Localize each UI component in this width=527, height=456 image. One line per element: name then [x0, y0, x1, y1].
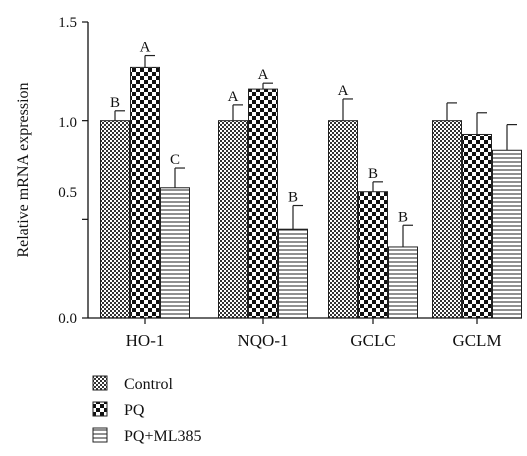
legend-label-control: Control: [124, 376, 173, 393]
bar: [328, 120, 358, 319]
legend-swatch-control: [92, 375, 108, 391]
significance-label: B: [368, 166, 378, 182]
y-axis-label: Relative mRNA expression: [15, 82, 32, 257]
significance-label: B: [398, 209, 408, 225]
y-tick-label: 0.5: [58, 185, 77, 201]
legend-label-pq-ml385: PQ+ML385: [124, 428, 201, 445]
bar: [388, 246, 418, 319]
x-category-label: GCLM: [452, 331, 501, 350]
bar: [492, 149, 522, 319]
legend-label-pq: PQ: [124, 402, 145, 419]
bar: [130, 66, 160, 319]
bar: [278, 228, 308, 319]
significance-label: A: [338, 83, 349, 99]
significance-label: B: [110, 95, 120, 111]
y-tick-label: 0.0: [58, 311, 77, 327]
bar: [248, 88, 278, 319]
x-category-label: HO-1: [126, 331, 165, 350]
bar: [160, 187, 190, 319]
significance-label: A: [140, 40, 151, 56]
legend: Control PQ PQ+ML385: [92, 375, 201, 445]
bar: [100, 120, 130, 319]
y-tick-label: 1.5: [58, 15, 77, 31]
legend-swatch-pq: [92, 401, 108, 417]
significance-label: A: [258, 67, 269, 83]
bar: [358, 191, 388, 319]
significance-label: C: [170, 152, 180, 168]
x-category-label: NQO-1: [238, 331, 289, 350]
bar: [218, 120, 248, 319]
bar: [462, 133, 492, 319]
x-category-label: GCLC: [350, 331, 395, 350]
y-tick-label: 1.0: [58, 115, 77, 131]
bar: [432, 120, 462, 319]
legend-swatch-pq-ml385: [92, 427, 108, 443]
significance-label: B: [288, 190, 298, 206]
significance-label: A: [228, 89, 239, 105]
